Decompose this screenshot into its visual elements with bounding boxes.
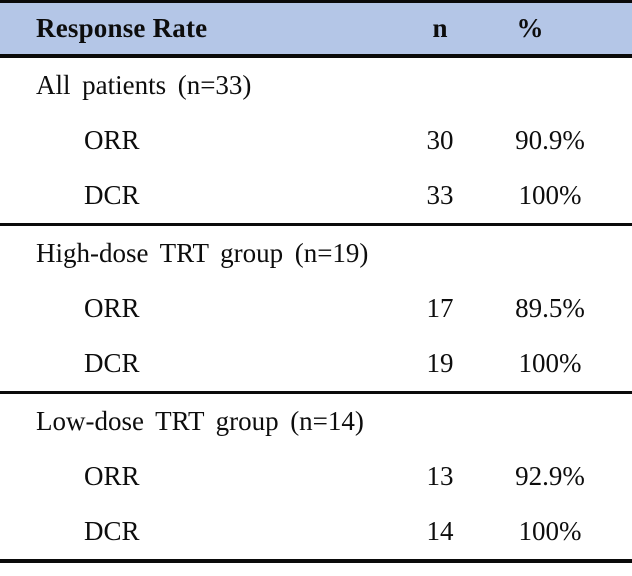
row-label: DCR: [84, 180, 140, 210]
n-value: 19: [426, 348, 454, 378]
group-row: High-dose TRT group (n=19): [0, 226, 632, 281]
row-label: DCR: [84, 516, 140, 546]
table-row-orr: ORR 17 89.5%: [0, 281, 632, 336]
section-high-dose: High-dose TRT group (n=19) ORR 17 89.5% …: [0, 226, 632, 394]
column-header-n: n: [432, 13, 448, 43]
table-row-dcr: DCR 19 100%: [0, 336, 632, 391]
n-value: 33: [426, 180, 454, 210]
pct-value: 100%: [518, 180, 582, 210]
pct-value: 100%: [518, 516, 582, 546]
group-row: All patients (n=33): [0, 58, 632, 113]
group-row: Low-dose TRT group (n=14): [0, 394, 632, 449]
row-label: DCR: [84, 348, 140, 378]
pct-value: 90.9%: [515, 125, 585, 155]
table-row-dcr: DCR 33 100%: [0, 168, 632, 223]
n-value: 13: [426, 461, 454, 491]
table-row-dcr: DCR 14 100%: [0, 504, 632, 559]
group-label: Low-dose TRT group (n=14): [36, 406, 364, 436]
pct-value: 92.9%: [515, 461, 585, 491]
n-value: 30: [426, 125, 454, 155]
section-all-patients: All patients (n=33) ORR 30 90.9% DCR 33 …: [0, 58, 632, 226]
section-low-dose: Low-dose TRT group (n=14) ORR 13 92.9% D…: [0, 394, 632, 563]
row-label: ORR: [84, 293, 140, 323]
n-value: 17: [426, 293, 454, 323]
group-label: All patients (n=33): [36, 70, 252, 100]
table-header-row: Response Rate n %: [0, 0, 632, 58]
table-row-orr: ORR 13 92.9%: [0, 449, 632, 504]
column-header-percent: %: [516, 13, 544, 43]
row-label: ORR: [84, 125, 140, 155]
row-label: ORR: [84, 461, 140, 491]
column-header-response-rate: Response Rate: [36, 13, 208, 43]
group-label: High-dose TRT group (n=19): [36, 238, 369, 268]
table-row-orr: ORR 30 90.9%: [0, 113, 632, 168]
n-value: 14: [426, 516, 454, 546]
pct-value: 100%: [518, 348, 582, 378]
pct-value: 89.5%: [515, 293, 585, 323]
